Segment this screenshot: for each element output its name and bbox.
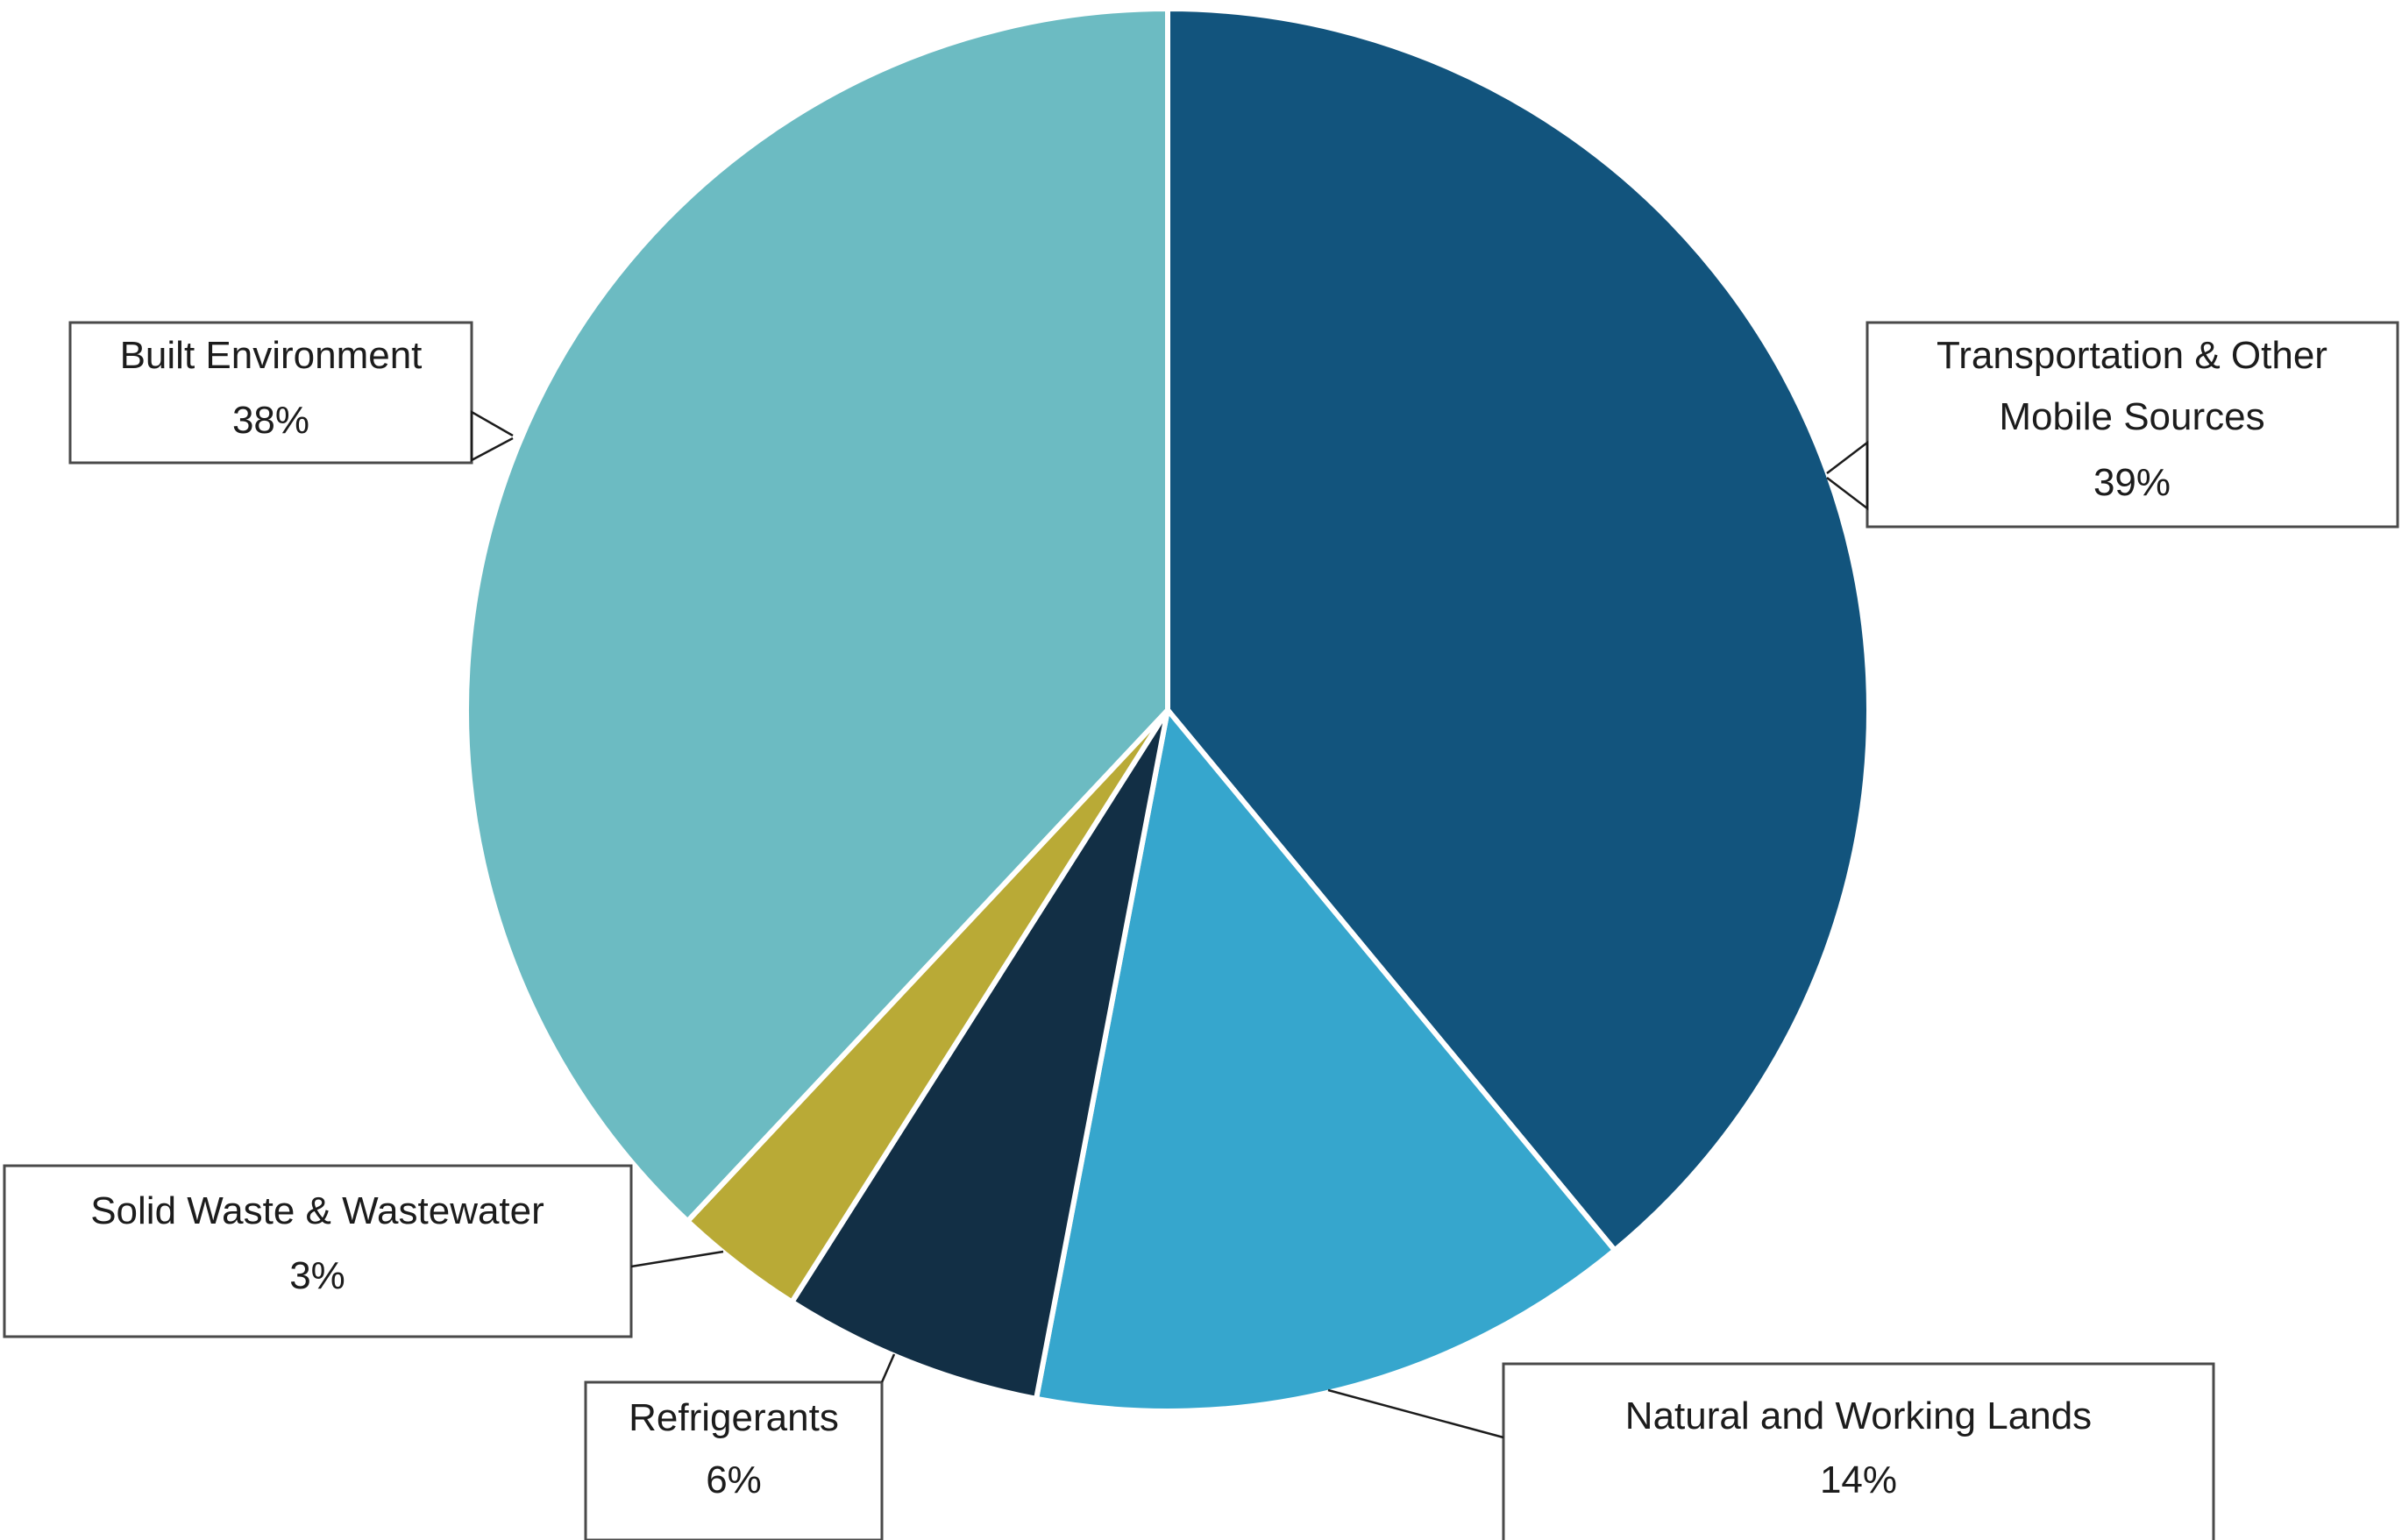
leader-line: [631, 1252, 723, 1267]
callout-natural-and-working-lands: Natural and Working Lands 14%: [1328, 1364, 2214, 1540]
slice-name-label: Transportation & Other: [1937, 334, 2327, 377]
leader-line: [882, 1354, 894, 1382]
callout-transportation-other-mobile-sources: Transportation & Other Mobile Sources 39%: [1827, 323, 2398, 527]
leader-line: [1328, 1390, 1503, 1437]
slice-percent-label: 14%: [1820, 1458, 1897, 1501]
leader-line: [472, 412, 513, 460]
slice-name-label: Mobile Sources: [1999, 395, 2264, 438]
slice-name-label: Built Environment: [120, 334, 423, 377]
slice-percent-label: 6%: [706, 1458, 762, 1501]
slice-name-label: Natural and Working Lands: [1625, 1395, 2092, 1437]
callout-box: [1503, 1364, 2214, 1540]
callout-built-environment: Built Environment 38%: [70, 323, 513, 463]
slice-percent-label: 38%: [232, 399, 309, 442]
callout-refrigerants: Refrigerants 6%: [586, 1354, 894, 1540]
callout-solid-waste-wastewater: Solid Waste & Wastewater 3%: [4, 1166, 723, 1337]
pie-slices: [466, 9, 1869, 1411]
slice-percent-label: 39%: [2093, 461, 2171, 504]
slice-name-label: Solid Waste & Wastewater: [90, 1189, 544, 1232]
slice-name-label: Refrigerants: [629, 1396, 839, 1439]
slice-percent-label: 3%: [289, 1254, 345, 1297]
